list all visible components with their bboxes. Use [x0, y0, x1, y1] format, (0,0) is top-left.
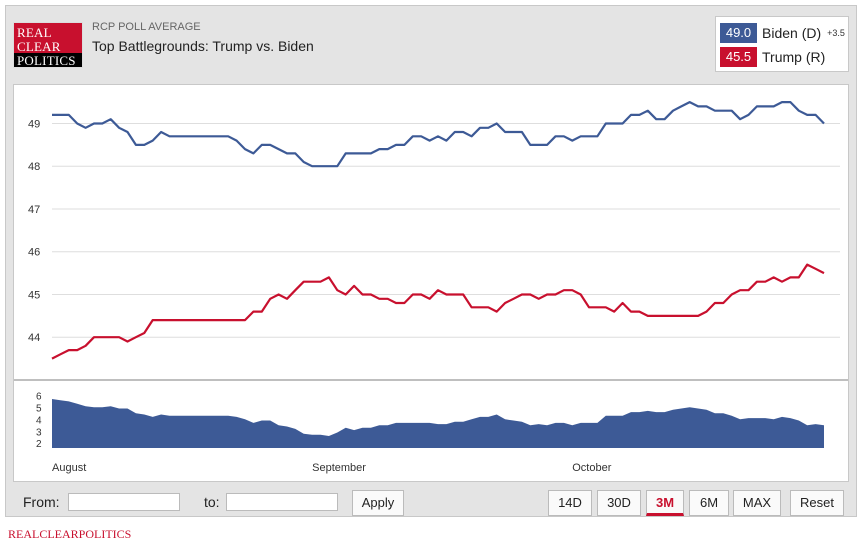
legend-biden: 49.0 Biden (D) +3.5 — [720, 23, 845, 43]
plot-area: 44 45 46 47 48 49 2 3 4 5 6 August September October — [13, 84, 849, 482]
reset-button[interactable]: Reset — [790, 490, 844, 516]
y-tick-label: 49 — [28, 118, 40, 130]
logo-red-band — [14, 23, 82, 53]
legend-trump: 45.5 Trump (R) — [720, 47, 825, 67]
chart-title: Top Battlegrounds: Trump vs. Biden — [92, 38, 314, 54]
spread-y-tick-label: 4 — [36, 415, 42, 426]
spread-y-tick-label: 5 — [36, 403, 42, 414]
y-tick-label: 45 — [28, 289, 40, 301]
range-30d-button[interactable]: 30D — [597, 490, 641, 516]
series-line-biden — [52, 101, 825, 168]
logo-line-3: POLITICS — [17, 53, 76, 68]
y-tick-label: 46 — [28, 247, 40, 259]
spread-y-tick-label: 3 — [36, 427, 42, 438]
range-3m-button[interactable]: 3M — [646, 490, 684, 516]
spread-y-tick-label: 2 — [36, 439, 42, 450]
spread-area — [52, 399, 824, 448]
y-tick-label: 44 — [28, 332, 40, 344]
range-max-button[interactable]: MAX — [733, 490, 781, 516]
biden-label: Biden (D) — [762, 25, 822, 41]
to-date-input[interactable] — [226, 493, 338, 511]
footer-brand: REALCLEARPOLITICS — [8, 527, 132, 541]
series-line-trump — [51, 263, 825, 360]
to-label: to: — [204, 494, 220, 510]
x-tick-label: October — [572, 462, 611, 474]
trump-label: Trump (R) — [762, 49, 826, 65]
logo-line-1: REAL — [17, 25, 52, 40]
spread-y-tick-label: 6 — [36, 391, 42, 402]
range-14d-button[interactable]: 14D — [548, 490, 592, 516]
range-6m-button[interactable]: 6M — [689, 490, 729, 516]
biden-value-badge: 49.0 — [720, 23, 757, 43]
chart-subtitle: RCP POLL AVERAGE — [92, 21, 201, 33]
apply-button[interactable]: Apply — [352, 490, 404, 516]
trump-value-badge: 45.5 — [720, 47, 757, 67]
legend: 49.0 Biden (D) +3.5 45.5 Trump (R) — [715, 16, 849, 72]
logo-line-2: CLEAR — [17, 39, 61, 54]
x-tick-label: September — [312, 462, 366, 474]
biden-change: +3.5 — [827, 28, 845, 38]
x-tick-label: August — [52, 462, 86, 474]
from-date-input[interactable] — [68, 493, 180, 511]
from-label: From: — [23, 494, 60, 510]
rcp-logo: REAL CLEAR POLITICS — [13, 22, 83, 68]
y-tick-label: 48 — [28, 161, 40, 173]
y-tick-label: 47 — [28, 204, 40, 216]
